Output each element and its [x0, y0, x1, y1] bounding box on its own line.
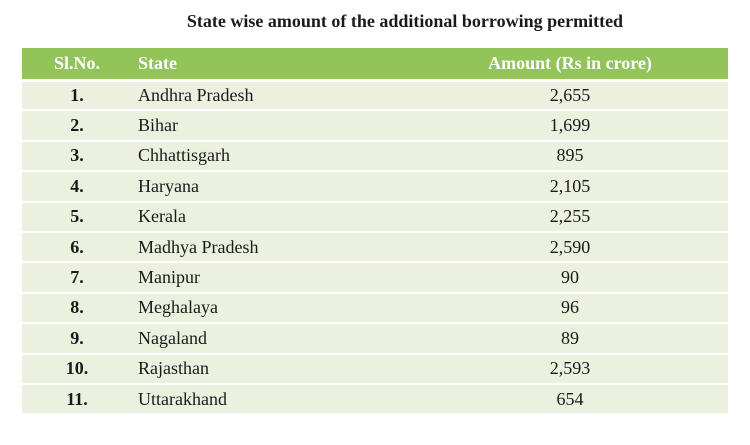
row-amount: 90: [412, 262, 728, 294]
row-amount: 96: [412, 292, 728, 325]
row-state: Andhra Pradesh: [132, 80, 412, 112]
table-row: 9. Nagaland 89: [22, 323, 728, 355]
row-state: Bihar: [132, 110, 412, 142]
table-row: 11. Uttarakhand 654: [22, 383, 728, 416]
row-sl-no: 8.: [22, 292, 132, 325]
row-amount: 2,590: [412, 231, 728, 264]
row-sl-no: 2.: [22, 110, 132, 142]
row-amount: 89: [412, 323, 728, 355]
row-sl-no: 5.: [22, 201, 132, 233]
table-body: 1. Andhra Pradesh 2,655 2. Bihar 1,699 3…: [22, 80, 728, 416]
table-row: 2. Bihar 1,699: [22, 110, 728, 142]
row-sl-no: 4.: [22, 171, 132, 203]
table-row: 8. Meghalaya 96: [22, 292, 728, 325]
row-state: Rajasthan: [132, 353, 412, 385]
table-row: 6. Madhya Pradesh 2,590: [22, 231, 728, 264]
table-header: Sl.No. State Amount (Rs in crore): [22, 48, 728, 82]
row-state: Meghalaya: [132, 292, 412, 325]
table-title: State wise amount of the additional borr…: [186, 11, 624, 31]
row-amount: 1,699: [412, 110, 728, 142]
row-amount: 895: [412, 140, 728, 173]
row-sl-no: 9.: [22, 323, 132, 355]
row-amount: 2,655: [412, 80, 728, 112]
row-sl-no: 7.: [22, 262, 132, 294]
row-sl-no: 10.: [22, 353, 132, 385]
row-sl-no: 1.: [22, 80, 132, 112]
table-row: 1. Andhra Pradesh 2,655: [22, 80, 728, 112]
row-amount: 2,255: [412, 201, 728, 233]
row-state: Manipur: [132, 262, 412, 294]
row-amount: 2,593: [412, 353, 728, 385]
row-sl-no: 6.: [22, 231, 132, 264]
row-amount: 654: [412, 383, 728, 416]
row-state: Kerala: [132, 201, 412, 233]
row-amount: 2,105: [412, 171, 728, 203]
header-sl-no: Sl.No.: [22, 48, 132, 82]
header-amount: Amount (Rs in crore): [412, 48, 728, 82]
row-state: Chhattisgarh: [132, 140, 412, 173]
table-row: 4. Haryana 2,105: [22, 171, 728, 203]
table-row: 10. Rajasthan 2,593: [22, 353, 728, 385]
table-row: 7. Manipur 90: [22, 262, 728, 294]
row-state: Haryana: [132, 171, 412, 203]
row-sl-no: 11.: [22, 383, 132, 416]
header-row: Sl.No. State Amount (Rs in crore): [22, 48, 728, 82]
table-row: 3. Chhattisgarh 895: [22, 140, 728, 173]
table-row: 5. Kerala 2,255: [22, 201, 728, 233]
row-sl-no: 3.: [22, 140, 132, 173]
row-state: Uttarakhand: [132, 383, 412, 416]
header-state: State: [132, 48, 412, 82]
borrowing-table: Sl.No. State Amount (Rs in crore) 1. And…: [22, 48, 728, 416]
row-state: Nagaland: [132, 323, 412, 355]
row-state: Madhya Pradesh: [132, 231, 412, 264]
